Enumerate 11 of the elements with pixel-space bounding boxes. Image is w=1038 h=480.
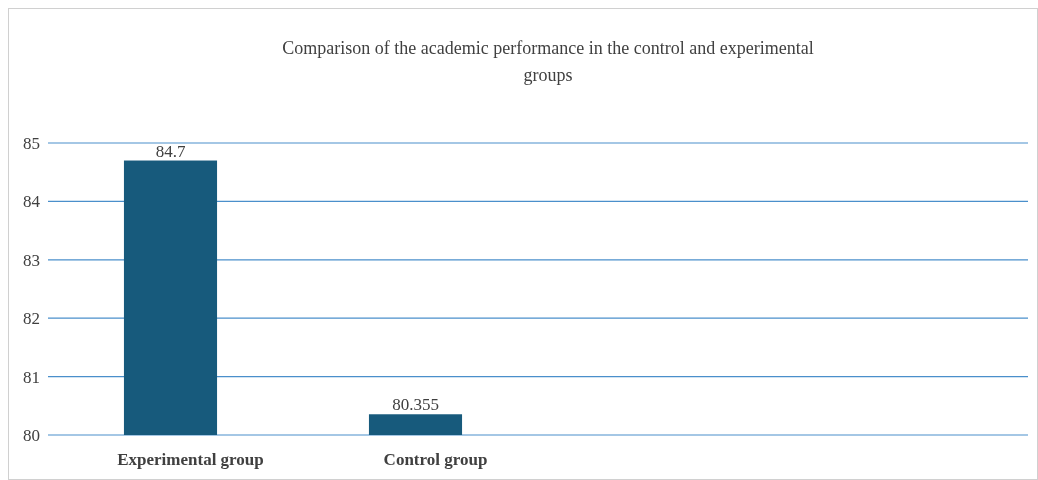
y-tick-label: 80 bbox=[23, 426, 40, 445]
x-tick-label: Control group bbox=[383, 450, 488, 469]
y-tick-label: 83 bbox=[23, 250, 40, 270]
data-label: 84.7 bbox=[155, 141, 186, 161]
y-tick-label: 82 bbox=[23, 309, 40, 329]
y-tick-label: 84 bbox=[23, 192, 41, 212]
chart-title: Comparison of the academic performance in the control and experimental groups bbox=[282, 38, 814, 85]
y-tick-label: 85 bbox=[23, 134, 40, 153]
x-tick-label: Experimental group bbox=[117, 450, 264, 469]
data-label: 80.355 bbox=[392, 395, 439, 415]
y-tick-label: 81 bbox=[23, 367, 40, 387]
